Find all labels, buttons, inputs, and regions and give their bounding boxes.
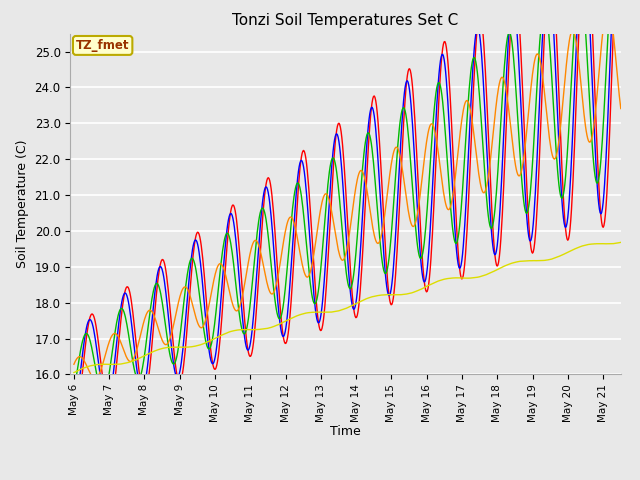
Y-axis label: Soil Temperature (C): Soil Temperature (C) [16,140,29,268]
Text: TZ_fmet: TZ_fmet [76,39,129,52]
X-axis label: Time: Time [330,425,361,438]
Title: Tonzi Soil Temperatures Set C: Tonzi Soil Temperatures Set C [232,13,459,28]
